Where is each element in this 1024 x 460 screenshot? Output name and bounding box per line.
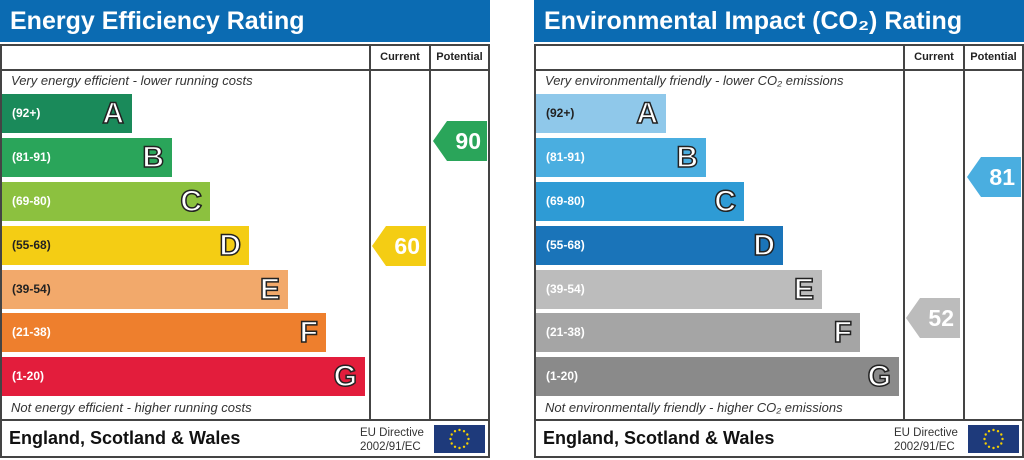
band-bar-a: (92+) A — [536, 94, 666, 133]
energy-efficiency-panel: Energy Efficiency Rating Current Potential… — [0, 0, 490, 460]
region-label: England, Scotland & Wales — [543, 428, 775, 448]
band-bar-g: (1-20) G — [536, 357, 899, 396]
band-range: (39-54) — [12, 282, 51, 296]
column-divider — [963, 44, 965, 420]
band-bar-e: (39-54) E — [2, 270, 288, 309]
band-letter: C — [180, 184, 203, 219]
band-range: (69-80) — [12, 194, 51, 208]
column-divider — [903, 44, 905, 420]
current-column-header: Current — [380, 51, 420, 63]
chart-title: Energy Efficiency Rating — [0, 0, 490, 42]
potential-rating-arrow: 90 — [433, 121, 487, 161]
current-column-header: Current — [914, 51, 954, 63]
potential-column-header: Potential — [970, 51, 1017, 63]
chart-title: Environmental Impact (CO₂) Rating — [534, 0, 1024, 42]
region-label: England, Scotland & Wales — [9, 428, 241, 448]
band-bar-f: (21-38) F — [2, 313, 326, 352]
band-letter: G — [867, 359, 892, 394]
band-bar-a: (92+) A — [2, 94, 132, 133]
band-range: (69-80) — [546, 194, 585, 208]
bottom-note: Not environmentally friendly - higher CO… — [545, 400, 843, 415]
band-letter: G — [333, 359, 358, 394]
band-bar-e: (39-54) E — [536, 270, 822, 309]
directive-line-1: EU Directive — [894, 427, 958, 439]
band-bar-g: (1-20) G — [2, 357, 365, 396]
band-range: (81-91) — [12, 150, 51, 164]
band-range: (55-68) — [12, 238, 51, 252]
band-bar-d: (55-68) D — [536, 226, 783, 265]
band-bar-c: (69-80) C — [536, 182, 744, 221]
band-bar-b: (81-91) B — [2, 138, 172, 177]
header-divider — [534, 69, 1024, 71]
directive-line-2: 2002/91/EC — [894, 441, 955, 453]
footer-divider — [0, 419, 490, 421]
band-letter: D — [753, 228, 776, 263]
band-letter: F — [299, 315, 319, 350]
eu-directive: EU Directive 2002/91/EC — [894, 426, 958, 454]
band-range: (1-20) — [546, 369, 579, 383]
band-range: (39-54) — [546, 282, 585, 296]
band-range: (21-38) — [12, 325, 51, 339]
band-range: (92+) — [546, 106, 575, 120]
band-letter: B — [142, 140, 165, 175]
band-letter: B — [676, 140, 699, 175]
column-divider — [369, 44, 371, 420]
chart-frame — [0, 44, 490, 458]
band-letter: A — [102, 96, 125, 131]
column-divider — [429, 44, 431, 420]
band-range: (1-20) — [12, 369, 45, 383]
band-letter: C — [714, 184, 737, 219]
band-range: (21-38) — [546, 325, 585, 339]
top-note: Very environmentally friendly - lower CO… — [545, 73, 844, 88]
directive-line-2: 2002/91/EC — [360, 441, 421, 453]
environmental-impact-panel: Environmental Impact (CO₂) Rating Current… — [534, 0, 1024, 460]
band-range: (55-68) — [546, 238, 585, 252]
directive-line-1: EU Directive — [360, 427, 424, 439]
header-divider — [0, 69, 490, 71]
band-letter: F — [833, 315, 853, 350]
eu-flag-icon — [968, 425, 1019, 453]
eu-directive: EU Directive 2002/91/EC — [360, 426, 424, 454]
band-bar-d: (55-68) D — [2, 226, 249, 265]
potential-column-header: Potential — [436, 51, 483, 63]
bottom-note: Not energy efficient - higher running co… — [11, 400, 252, 415]
band-bar-c: (69-80) C — [2, 182, 210, 221]
band-letter: A — [636, 96, 659, 131]
band-range: (92+) — [12, 106, 41, 120]
band-letter: E — [259, 272, 281, 307]
band-letter: D — [219, 228, 242, 263]
band-letter: E — [793, 272, 815, 307]
eu-flag-icon — [434, 425, 485, 453]
band-bar-f: (21-38) F — [536, 313, 860, 352]
band-range: (81-91) — [546, 150, 585, 164]
chart-frame — [534, 44, 1024, 458]
footer-divider — [534, 419, 1024, 421]
top-note: Very energy efficient - lower running co… — [11, 73, 253, 88]
band-bar-b: (81-91) B — [536, 138, 706, 177]
